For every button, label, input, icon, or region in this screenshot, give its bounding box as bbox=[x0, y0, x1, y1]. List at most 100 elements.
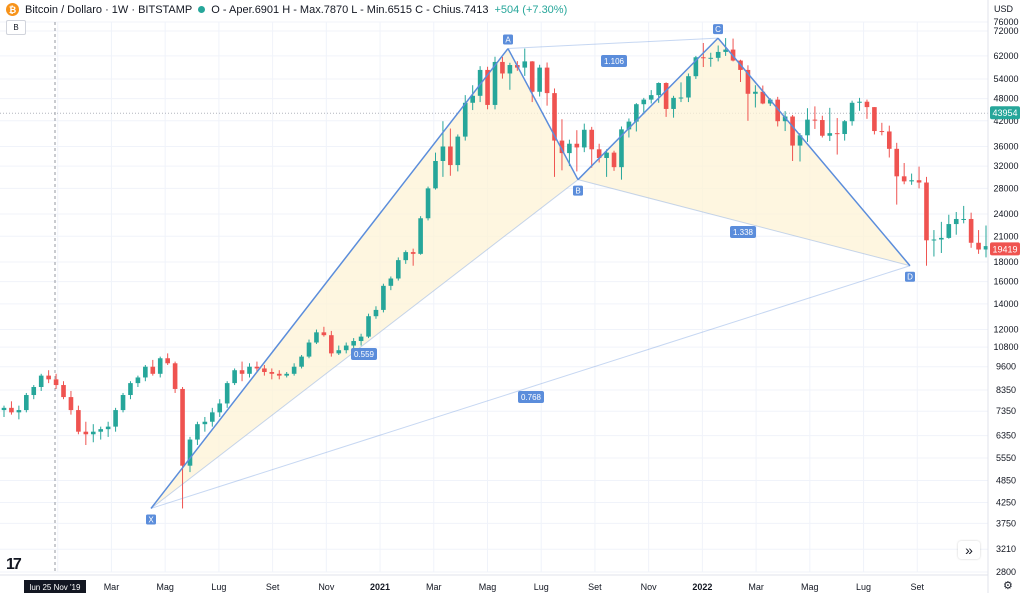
time-axis[interactable]: 2020MarMagLugSetNov2021MarMagLugSetNov20… bbox=[0, 574, 988, 593]
candle[interactable] bbox=[98, 426, 104, 440]
pattern-point-a[interactable]: A bbox=[503, 34, 513, 45]
candle[interactable] bbox=[686, 73, 691, 103]
candle[interactable] bbox=[262, 364, 267, 376]
candle[interactable] bbox=[634, 103, 639, 132]
candle[interactable] bbox=[306, 339, 312, 359]
pattern-point-c[interactable]: C bbox=[713, 24, 723, 35]
candle[interactable] bbox=[611, 150, 617, 171]
candle[interactable] bbox=[879, 122, 885, 136]
candle[interactable] bbox=[671, 95, 676, 118]
tradingview-logo-icon[interactable]: 17 bbox=[6, 556, 22, 573]
candle[interactable] bbox=[797, 133, 803, 162]
candle[interactable] bbox=[381, 283, 386, 313]
candle[interactable] bbox=[358, 333, 364, 346]
candle[interactable] bbox=[953, 211, 959, 235]
candle[interactable] bbox=[61, 381, 66, 400]
pattern-retracement-XB[interactable] bbox=[150, 179, 579, 509]
candle[interactable] bbox=[128, 381, 133, 400]
candle[interactable] bbox=[113, 407, 118, 432]
candle[interactable] bbox=[805, 108, 810, 142]
candle[interactable] bbox=[448, 128, 453, 176]
candle[interactable] bbox=[217, 399, 223, 417]
candle[interactable] bbox=[663, 82, 669, 117]
candle[interactable] bbox=[209, 407, 215, 427]
candle[interactable] bbox=[9, 401, 14, 415]
candle[interactable] bbox=[894, 142, 900, 205]
candle[interactable] bbox=[656, 82, 661, 103]
candlestick-series[interactable] bbox=[1, 38, 989, 509]
candle[interactable] bbox=[24, 392, 29, 413]
candle[interactable] bbox=[931, 230, 937, 257]
candle[interactable] bbox=[753, 85, 758, 108]
pattern-retracement-AC[interactable] bbox=[507, 37, 719, 50]
candle[interactable] bbox=[16, 405, 22, 420]
ratio-label[interactable]: 1.338 bbox=[730, 226, 756, 238]
candle[interactable] bbox=[760, 85, 766, 105]
candle[interactable] bbox=[782, 111, 788, 132]
harmonic-pattern[interactable]: 1.106 1.338 0.559 0.768 X A B C D bbox=[146, 24, 915, 525]
candle[interactable] bbox=[916, 166, 922, 189]
candle[interactable] bbox=[418, 216, 423, 255]
pattern-point-x[interactable]: X bbox=[146, 514, 156, 525]
candle[interactable] bbox=[507, 62, 513, 90]
candle[interactable] bbox=[961, 205, 966, 224]
collapse-legend-button[interactable]: B bbox=[6, 20, 26, 35]
candle[interactable] bbox=[187, 436, 193, 473]
candle[interactable] bbox=[366, 313, 371, 339]
candle[interactable] bbox=[968, 212, 974, 248]
candle[interactable] bbox=[946, 214, 952, 239]
pattern-leg-BC[interactable] bbox=[577, 37, 719, 181]
candle[interactable] bbox=[395, 257, 401, 281]
candle[interactable] bbox=[857, 97, 862, 111]
pattern-point-b[interactable]: B bbox=[573, 185, 583, 196]
candle[interactable] bbox=[150, 359, 156, 376]
currency-unit[interactable]: USD bbox=[994, 4, 1014, 14]
candle[interactable] bbox=[581, 123, 587, 153]
candle[interactable] bbox=[425, 186, 431, 221]
candle[interactable] bbox=[180, 386, 185, 509]
candle[interactable] bbox=[983, 225, 989, 258]
candle[interactable] bbox=[812, 106, 818, 129]
candle[interactable] bbox=[775, 96, 781, 127]
candle[interactable] bbox=[1, 405, 7, 417]
candle[interactable] bbox=[901, 163, 907, 185]
candle[interactable] bbox=[864, 99, 870, 119]
candle[interactable] bbox=[90, 424, 96, 443]
candle[interactable] bbox=[336, 345, 342, 355]
candle[interactable] bbox=[470, 85, 475, 111]
candle[interactable] bbox=[842, 120, 847, 141]
candle[interactable] bbox=[976, 230, 981, 254]
pattern-retracement-BD[interactable] bbox=[577, 179, 911, 267]
candle[interactable] bbox=[38, 373, 44, 391]
candle[interactable] bbox=[872, 107, 877, 135]
candle[interactable] bbox=[31, 385, 37, 400]
pattern-point-d[interactable]: D bbox=[905, 271, 915, 282]
candle[interactable] bbox=[276, 370, 282, 380]
candle[interactable] bbox=[559, 119, 565, 171]
ratio-label[interactable]: 1.106 bbox=[601, 55, 627, 67]
candle[interactable] bbox=[143, 364, 148, 382]
candle[interactable] bbox=[604, 149, 609, 177]
candle[interactable] bbox=[83, 421, 89, 446]
candle[interactable] bbox=[105, 421, 111, 437]
candle[interactable] bbox=[440, 121, 446, 177]
candle[interactable] bbox=[678, 82, 684, 103]
candle[interactable] bbox=[284, 372, 290, 378]
candle[interactable] bbox=[939, 221, 944, 253]
candle[interactable] bbox=[254, 361, 260, 373]
candle[interactable] bbox=[135, 375, 141, 387]
candle[interactable] bbox=[544, 62, 550, 106]
candle[interactable] bbox=[500, 57, 505, 79]
candle[interactable] bbox=[522, 48, 528, 76]
candle[interactable] bbox=[68, 390, 74, 415]
candle[interactable] bbox=[239, 361, 245, 382]
candle[interactable] bbox=[589, 126, 595, 168]
candle[interactable] bbox=[172, 361, 178, 393]
pattern-leg-CD[interactable] bbox=[717, 37, 911, 267]
candle[interactable] bbox=[321, 326, 327, 337]
candle[interactable] bbox=[574, 130, 580, 172]
candle[interactable] bbox=[537, 64, 542, 97]
candle[interactable] bbox=[53, 373, 59, 389]
ratio-label[interactable]: 0.768 bbox=[518, 391, 544, 403]
